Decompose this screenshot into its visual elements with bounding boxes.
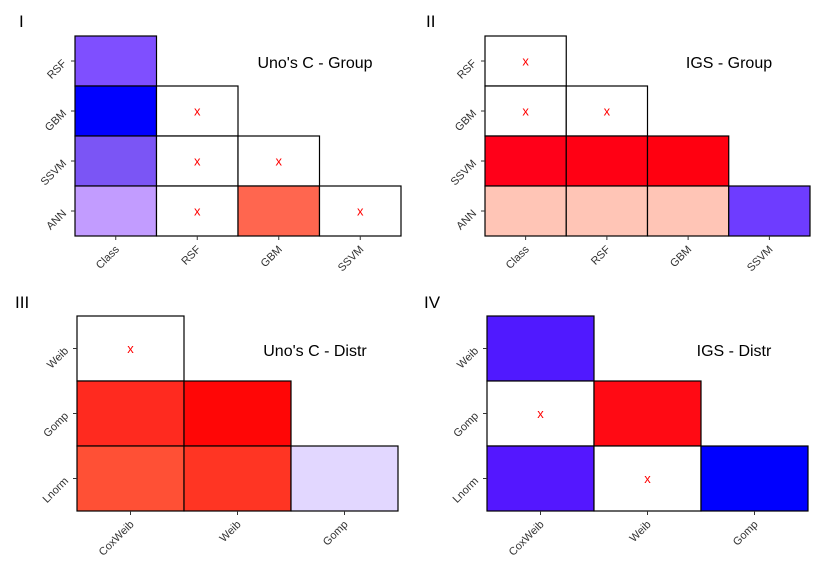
heatmap-cell-gomp-weib bbox=[183, 380, 292, 447]
heatmap-cell-gbm-rsf bbox=[565, 85, 649, 137]
heatmap-cell-rsf-class bbox=[74, 35, 158, 87]
cell-mark-ssvm-gbm: x bbox=[276, 154, 283, 169]
y-tick-label-weib: Weib bbox=[455, 345, 481, 371]
heatmap-cell-lnorm-coxweib bbox=[76, 445, 185, 512]
cell-mark-lnorm-weib: x bbox=[644, 471, 651, 486]
heatmap-cell-ann-class bbox=[74, 185, 158, 237]
panel-label: IV bbox=[424, 293, 441, 312]
panel-label: II bbox=[426, 12, 435, 31]
y-tick-label-ssvm: SSVM bbox=[39, 158, 70, 189]
y-tick-label-rsf: RSF bbox=[455, 57, 479, 81]
cell-mark-gbm-rsf: x bbox=[604, 104, 611, 119]
heatmap-cell-ann-rsf bbox=[565, 185, 649, 237]
x-tick-label-class: Class bbox=[94, 243, 122, 271]
x-tick-label-gbm: GBM bbox=[259, 244, 285, 270]
heatmap-cell-ssvm-rsf bbox=[155, 135, 239, 187]
x-tick-label-gomp: Gomp bbox=[731, 519, 761, 549]
heatmap-cell-ann-ssvm bbox=[728, 185, 811, 237]
x-tick-label-class: Class bbox=[504, 243, 532, 271]
y-tick-label-weib: Weib bbox=[45, 345, 71, 371]
y-tick-label-gomp: Gomp bbox=[451, 410, 481, 440]
x-tick-label-weib: Weib bbox=[628, 519, 654, 545]
heatmap-cell-gbm-class bbox=[484, 85, 567, 137]
heatmap-cell-lnorm-weib bbox=[183, 445, 292, 512]
heatmap-cell-lnorm-gomp bbox=[290, 445, 399, 512]
heatmap-cell-gomp-coxweib bbox=[76, 380, 185, 447]
y-tick-label-rsf: RSF bbox=[45, 57, 69, 81]
heatmap-cell-lnorm-gomp bbox=[700, 445, 809, 512]
x-tick-label-gomp: Gomp bbox=[321, 519, 351, 549]
cell-mark-weib-coxweib: x bbox=[127, 341, 134, 356]
panel-title: IGS - Distr bbox=[697, 343, 772, 360]
panel-title: Uno's C - Group bbox=[257, 55, 372, 72]
y-tick-label-ann: ANN bbox=[44, 208, 69, 233]
heatmap-cell-weib-coxweib bbox=[486, 315, 595, 382]
heatmap-cell-ann-class bbox=[484, 185, 567, 237]
y-tick-label-lnorm: Lnorm bbox=[41, 475, 72, 506]
heatmap-cell-ssvm-gbm bbox=[646, 135, 730, 187]
heatmap-cell-gbm-class bbox=[74, 85, 158, 137]
heatmap-cell-rsf-class bbox=[484, 35, 567, 87]
x-tick-label-ssvm: SSVM bbox=[336, 244, 367, 275]
x-tick-label-ssvm: SSVM bbox=[745, 244, 776, 275]
heatmap-cell-ssvm-gbm bbox=[237, 135, 321, 187]
cell-mark-gbm-rsf: x bbox=[194, 104, 201, 119]
cell-mark-ssvm-rsf: x bbox=[194, 154, 201, 169]
x-tick-label-weib: Weib bbox=[218, 519, 244, 545]
heatmap-cell-gomp-weib bbox=[593, 380, 702, 447]
heatmap-cell-weib-coxweib bbox=[76, 315, 185, 382]
x-tick-label-gbm: GBM bbox=[668, 244, 694, 270]
heatmap-cell-ssvm-rsf bbox=[565, 135, 649, 187]
heatmap-cell-gbm-rsf bbox=[155, 85, 239, 137]
panel-title: IGS - Group bbox=[686, 55, 772, 72]
cell-mark-gomp-coxweib: x bbox=[537, 406, 544, 421]
y-tick-label-gbm: GBM bbox=[453, 108, 479, 134]
cell-mark-gbm-class: x bbox=[522, 104, 529, 119]
y-tick-label-ann: ANN bbox=[454, 208, 479, 233]
heatmap-cell-ssvm-class bbox=[484, 135, 567, 187]
y-tick-label-ssvm: SSVM bbox=[449, 158, 480, 189]
x-tick-label-coxweib: CoxWeib bbox=[507, 519, 547, 559]
y-tick-label-lnorm: Lnorm bbox=[451, 475, 482, 506]
panel-label: I bbox=[19, 12, 24, 31]
heatmap-panel-4: IV IGS - Distr x x Weib Gomp Lnorm CoxWeib Weib G… bbox=[424, 293, 809, 559]
x-tick-label-rsf: RSF bbox=[179, 243, 203, 267]
cell-mark-ann-ssvm: x bbox=[357, 204, 364, 219]
heatmap-panel-1: I Uno's C - Group x x x x x RSF GBM SSVM ANN Class R… bbox=[19, 12, 402, 275]
cell-mark-rsf-class: x bbox=[522, 54, 529, 69]
heatmap-panel-3: III Uno's C - Distr x Weib Gomp Lnorm CoxWeib W… bbox=[15, 293, 399, 559]
panel-label: III bbox=[15, 293, 29, 312]
heatmap-cell-ann-gbm bbox=[237, 185, 321, 237]
x-tick-label-coxweib: CoxWeib bbox=[97, 519, 137, 559]
y-tick-label-gomp: Gomp bbox=[41, 410, 71, 440]
y-tick-label-gbm: GBM bbox=[43, 108, 69, 134]
x-tick-label-rsf: RSF bbox=[589, 243, 613, 267]
heatmap-panel-2: II IGS - Group x x x RSF GBM SSVM ANN Class RSF GBM… bbox=[426, 12, 811, 275]
cell-mark-ann-rsf: x bbox=[194, 204, 201, 219]
heatmap-cell-lnorm-weib bbox=[593, 445, 702, 512]
panel-title: Uno's C - Distr bbox=[263, 343, 367, 360]
heatmap-cell-ann-gbm bbox=[646, 185, 730, 237]
heatmap-cell-lnorm-coxweib bbox=[486, 445, 595, 512]
heatmap-cell-ssvm-class bbox=[74, 135, 158, 187]
